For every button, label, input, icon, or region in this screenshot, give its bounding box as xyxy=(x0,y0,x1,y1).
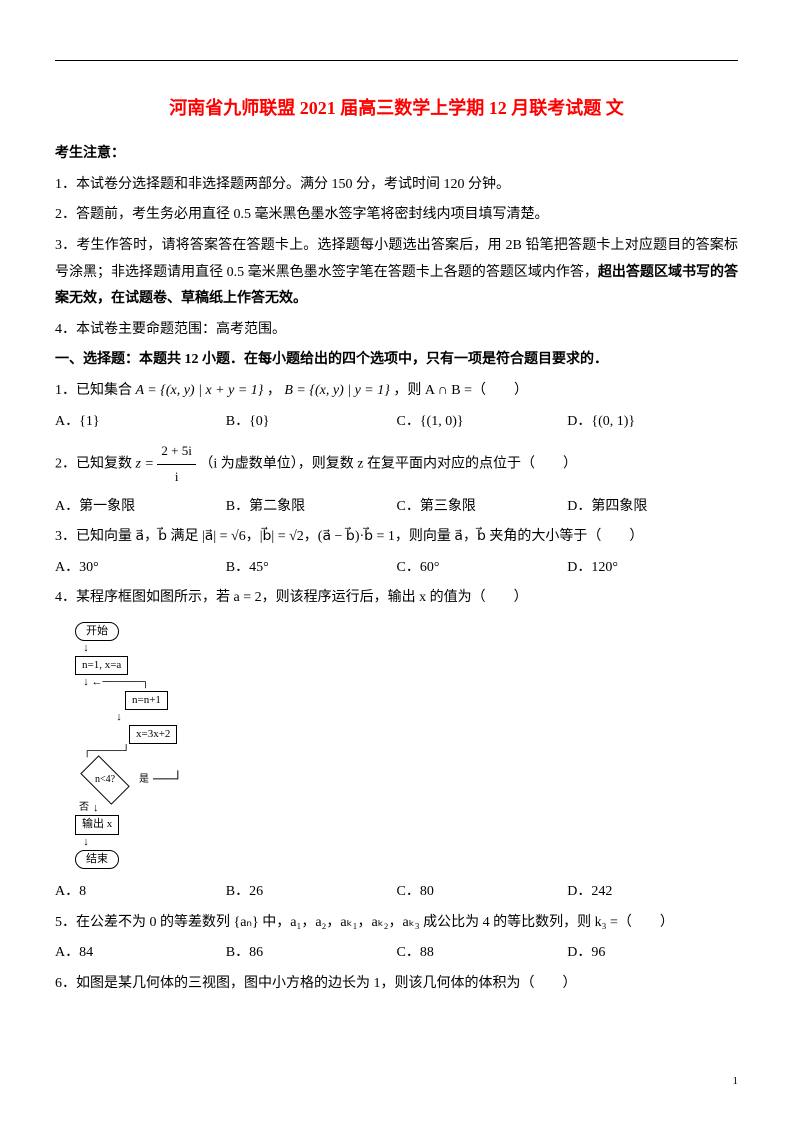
fc-cond: n<4? xyxy=(80,756,129,805)
arrow-icon: ↓ xyxy=(75,642,738,655)
q1-optB: B．{0} xyxy=(226,409,397,436)
notice-item-2: 2．答题前，考生务必用直径 0.5 毫米黑色墨水签字笔将密封线内项目填写清楚。 xyxy=(55,202,738,229)
q5-optB: B．86 xyxy=(226,940,397,967)
q1-optD: D．{(0, 1)} xyxy=(567,409,738,436)
fc-inc: n=n+1 xyxy=(125,691,168,710)
q2-optC: C．第三象限 xyxy=(397,494,568,521)
notice-item-4: 4．本试卷主要命题范围：高考范围。 xyxy=(55,317,738,344)
document-title: 河南省九师联盟 2021 届高三数学上学期 12 月联考试题 文 xyxy=(55,91,738,125)
q4-optA: A．8 xyxy=(55,879,226,906)
q3-optC: C．60° xyxy=(397,555,568,582)
fc-init: n=1, x=a xyxy=(75,656,128,675)
q5-optC: C．88 xyxy=(397,940,568,967)
q5-optA: A．84 xyxy=(55,940,226,967)
notice-heading: 考生注意： xyxy=(55,141,738,168)
q5-stem: 5．在公差不为 0 的等差数列 {aₙ} 中，a₁，a₂，aₖ₁，aₖ₂，aₖ₃… xyxy=(55,910,738,937)
q3-options: A．30° B．45° C．60° D．120° xyxy=(55,555,738,582)
q3-optD: D．120° xyxy=(567,555,738,582)
fc-start: 开始 xyxy=(75,622,119,641)
arrow-icon: ↓ xyxy=(75,711,738,724)
notice-item-1: 1．本试卷分选择题和非选择题两部分。满分 150 分，考试时间 120 分钟。 xyxy=(55,172,738,199)
fc-end: 结束 xyxy=(75,850,119,869)
fc-update: x=3x+2 xyxy=(129,725,177,744)
q3-optA: A．30° xyxy=(55,555,226,582)
q4-options: A．8 B．26 C．80 D．242 xyxy=(55,879,738,906)
arrow-icon: ──┘ xyxy=(153,772,183,789)
fc-output: 输出 x xyxy=(75,815,119,834)
section1-heading: 一、选择题：本题共 12 小题．在每小题给出的四个选项中，只有一项是符合题目要求… xyxy=(55,347,738,374)
q2-optD: D．第四象限 xyxy=(567,494,738,521)
q4-optB: B．26 xyxy=(226,879,397,906)
q1-optA: A．{1} xyxy=(55,409,226,436)
fc-no-label: 否 xyxy=(79,802,89,814)
fc-yes-label: 是 xyxy=(139,774,149,786)
q1-stem: 1．已知集合 A = {(x, y) | x + y = 1} ， B = {(… xyxy=(55,378,738,405)
page-number: 1 xyxy=(733,1071,739,1092)
q5-options: A．84 B．86 C．88 D．96 xyxy=(55,940,738,967)
q4-optC: C．80 xyxy=(397,879,568,906)
q2-fraction: 2 + 5i i xyxy=(157,439,195,489)
q1-set-B: B = {(x, y) | y = 1} xyxy=(284,383,389,398)
q5-optD: D．96 xyxy=(567,940,738,967)
q4-flowchart: 开始 ↓ n=1, x=a ↓ ←─────┐ n=n+1 ↓ x=3x+2 ┌… xyxy=(75,622,738,869)
q1-set-A: A = {(x, y) | x + y = 1} xyxy=(136,383,264,398)
notice-item-3: 3．考生作答时，请将答案答在答题卡上。选择题每小题选出答案后，用 2B 铅笔把答… xyxy=(55,233,738,313)
q1-options: A．{1} B．{0} C．{(1, 0)} D．{(0, 1)} xyxy=(55,409,738,436)
arrow-icon: ┌────┘ xyxy=(75,745,738,758)
q1-optC: C．{(1, 0)} xyxy=(397,409,568,436)
q2-optB: B．第二象限 xyxy=(226,494,397,521)
q4-optD: D．242 xyxy=(567,879,738,906)
q2-optA: A．第一象限 xyxy=(55,494,226,521)
arrow-icon: ↓ xyxy=(75,836,738,849)
q2-options: A．第一象限 B．第二象限 C．第三象限 D．第四象限 xyxy=(55,494,738,521)
q2-stem: 2．已知复数 z = 2 + 5i i （i 为虚数单位），则复数 z 在复平面… xyxy=(55,439,738,489)
q3-optB: B．45° xyxy=(226,555,397,582)
q6-stem: 6．如图是某几何体的三视图，图中小方格的边长为 1，则该几何体的体积为（ ） xyxy=(55,971,738,998)
arrow-icon: ↓ ←─────┐ xyxy=(75,676,738,689)
q3-stem: 3．已知向量 a⃗，b⃗ 满足 |a⃗| = √6，|b⃗| = √2，(a⃗ … xyxy=(55,524,738,551)
arrow-icon: ↓ xyxy=(93,803,99,814)
q4-stem: 4．某程序框图如图所示，若 a = 2，则该程序运行后，输出 x 的值为（ ） xyxy=(55,585,738,612)
